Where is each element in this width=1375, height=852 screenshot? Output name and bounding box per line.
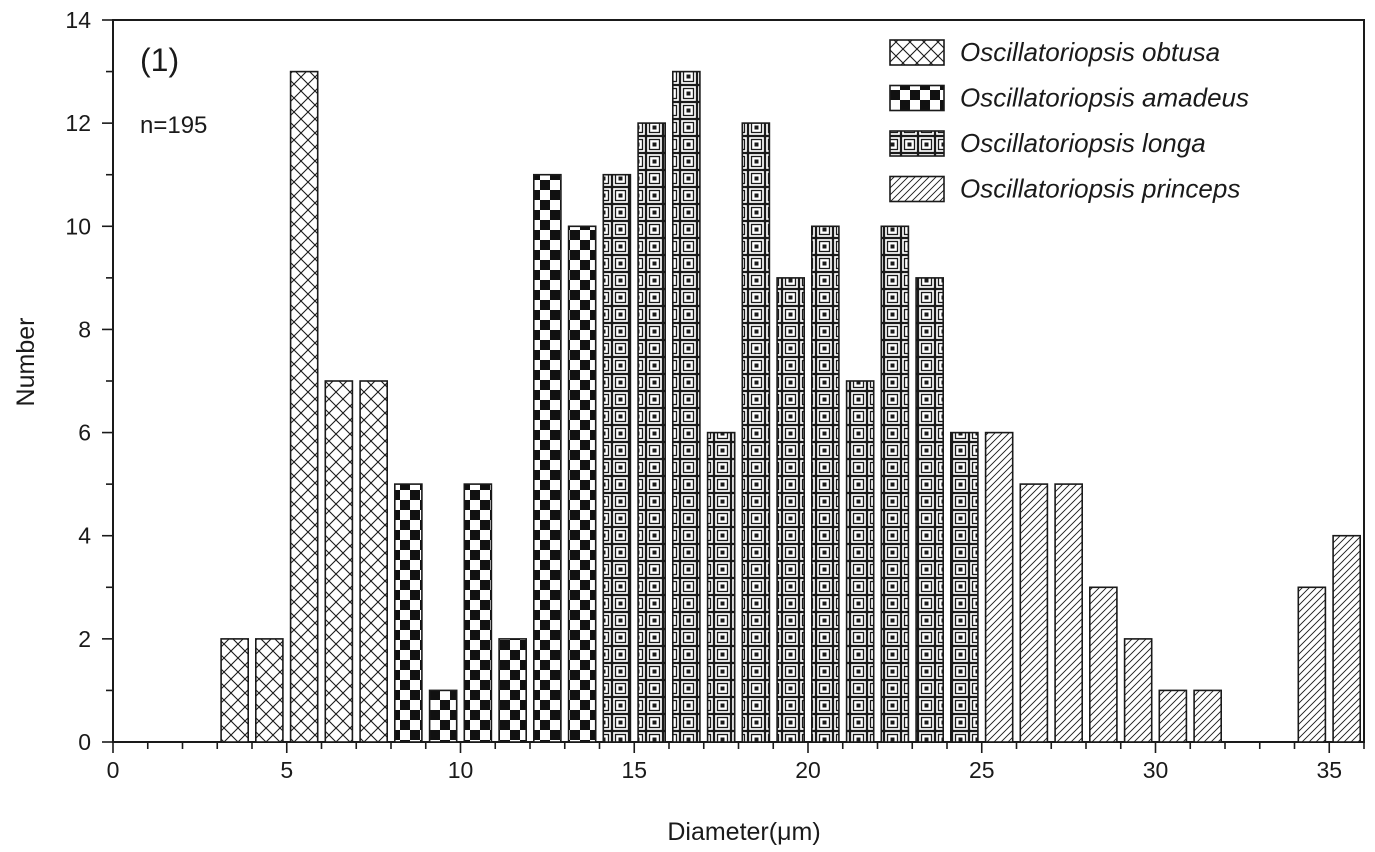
bar-series-0-x-6.5 bbox=[324, 380, 354, 743]
bar-series-1-x-12.5 bbox=[532, 173, 562, 743]
bar-series-3-x-26.5 bbox=[1019, 483, 1049, 743]
legend-label-3: Oscillatoriopsis princeps bbox=[960, 174, 1240, 204]
y-tick-label-10: 10 bbox=[65, 213, 91, 239]
bar-series-1-x-13.5 bbox=[567, 225, 597, 743]
bar-series-0-x-5.5 bbox=[289, 70, 319, 743]
bar-series-3-x-28.5 bbox=[1089, 586, 1118, 743]
x-tick-label-5: 5 bbox=[280, 757, 293, 783]
bar-series-2-x-23.5 bbox=[915, 277, 944, 743]
bar-series-3-x-35.5 bbox=[1332, 534, 1361, 743]
axis-ticks-group: 0 5 10 15 20 25 30 35 0 2 4 6 8 10 12 14 bbox=[65, 7, 1365, 783]
y-tick-label-14: 14 bbox=[65, 7, 91, 33]
bar-series-3-x-30.5 bbox=[1158, 689, 1188, 743]
bar-series-1-x-11.5 bbox=[498, 638, 528, 743]
bar-series-1-x-8.5 bbox=[393, 483, 423, 743]
x-tick-label-20: 20 bbox=[795, 757, 821, 783]
bar-series-2-x-19.5 bbox=[776, 277, 805, 743]
legend-label-0: Oscillatoriopsis obtusa bbox=[960, 37, 1220, 67]
panel-label: (1) bbox=[140, 42, 179, 78]
y-tick-label-0: 0 bbox=[78, 729, 91, 755]
bar-series-3-x-34.5 bbox=[1297, 586, 1327, 743]
bar-series-2-x-17.5 bbox=[706, 431, 736, 743]
y-tick-label-6: 6 bbox=[78, 420, 91, 446]
y-tick-label-8: 8 bbox=[78, 316, 91, 342]
y-tick-label-4: 4 bbox=[78, 523, 91, 549]
bar-series-3-x-29.5 bbox=[1123, 638, 1153, 743]
legend-swatch-1 bbox=[889, 84, 945, 112]
legend-swatch-3 bbox=[889, 175, 945, 203]
legend-swatch-2 bbox=[889, 130, 945, 157]
legend-swatch-0 bbox=[889, 39, 945, 66]
x-tick-label-15: 15 bbox=[621, 757, 647, 783]
bar-series-1-x-9.5 bbox=[428, 689, 458, 743]
x-axis-title: Diameter(μm) bbox=[667, 818, 820, 846]
bar-series-3-x-27.5 bbox=[1054, 483, 1083, 743]
bar-series-2-x-15.5 bbox=[637, 122, 666, 743]
bar-series-0-x-4.5 bbox=[255, 638, 284, 743]
y-axis-title: Number bbox=[12, 318, 40, 407]
x-tick-label-25: 25 bbox=[969, 757, 995, 783]
bar-series-2-x-14.5 bbox=[602, 173, 632, 743]
bar-series-1-x-10.5 bbox=[463, 483, 493, 743]
x-tick-label-10: 10 bbox=[448, 757, 474, 783]
sample-size-label: n=195 bbox=[140, 112, 207, 139]
bar-series-0-x-7.5 bbox=[359, 380, 389, 743]
y-tick-label-12: 12 bbox=[65, 110, 91, 136]
bar-series-2-x-24.5 bbox=[949, 431, 979, 743]
legend: Oscillatoriopsis obtusa Oscillatoriopsis … bbox=[889, 37, 1249, 204]
x-tick-label-30: 30 bbox=[1143, 757, 1169, 783]
y-tick-label-2: 2 bbox=[78, 626, 91, 652]
bar-series-0-x-3.5 bbox=[220, 638, 250, 743]
bar-series-2-x-20.5 bbox=[810, 225, 840, 743]
legend-label-1: Oscillatoriopsis amadeus bbox=[960, 83, 1249, 113]
bar-series-2-x-22.5 bbox=[880, 225, 910, 743]
bar-series-2-x-16.5 bbox=[671, 70, 701, 743]
legend-label-2: Oscillatoriopsis longa bbox=[960, 128, 1206, 158]
bar-series-2-x-21.5 bbox=[845, 380, 875, 743]
x-tick-label-35: 35 bbox=[1316, 757, 1342, 783]
bar-series-3-x-25.5 bbox=[984, 431, 1014, 743]
bars-group bbox=[220, 70, 1361, 743]
bar-series-3-x-31.5 bbox=[1193, 689, 1222, 743]
x-tick-label-0: 0 bbox=[107, 757, 120, 783]
bar-series-2-x-18.5 bbox=[741, 122, 771, 743]
